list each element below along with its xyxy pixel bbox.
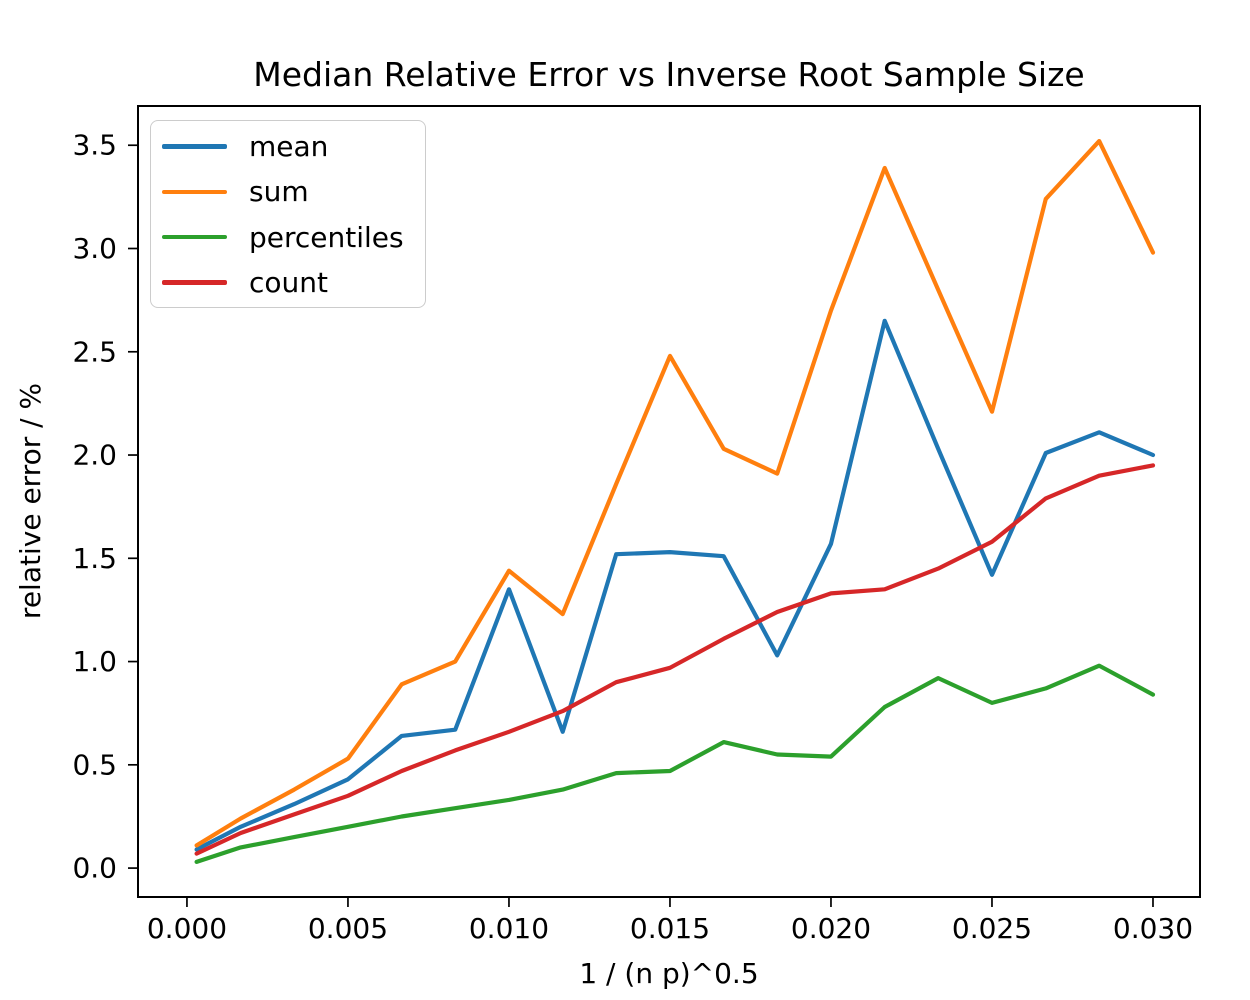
legend-label-sum: sum xyxy=(249,175,309,209)
y-tick-label: 1.0 xyxy=(72,645,117,678)
legend-line-swatch-sum xyxy=(162,189,227,195)
x-tick-label: 0.020 xyxy=(791,912,871,945)
x-tick-label: 0.030 xyxy=(1113,912,1193,945)
legend-item-sum: sum xyxy=(151,169,425,214)
legend-line-swatch-percentiles xyxy=(162,234,227,240)
x-tick-label: 0.005 xyxy=(308,912,388,945)
series-line-mean xyxy=(194,318,1156,852)
y-tick-label: 3.5 xyxy=(72,129,117,162)
legend-label-percentiles: percentiles xyxy=(249,220,404,254)
series-line-percentiles xyxy=(194,663,1156,865)
legend: mean sum percentiles count xyxy=(150,120,426,308)
legend-label-count: count xyxy=(249,265,328,299)
y-tick-label: 1.5 xyxy=(72,542,117,575)
legend-line-swatch-count xyxy=(162,280,227,285)
x-tick-label: 0.025 xyxy=(952,912,1032,945)
legend-item-mean: mean xyxy=(151,124,425,169)
x-tick-label: 0.010 xyxy=(469,912,549,945)
y-tick-label: 0.5 xyxy=(72,748,117,781)
legend-line-swatch-mean xyxy=(162,144,227,149)
chart-title: Median Relative Error vs Inverse Root Sa… xyxy=(253,55,1084,94)
y-tick-label: 2.0 xyxy=(72,439,117,472)
legend-item-percentiles: percentiles xyxy=(151,215,425,260)
x-axis-label: 1 / (n p)^0.5 xyxy=(579,957,758,990)
y-tick-label: 0.0 xyxy=(72,852,117,885)
series-line-sum xyxy=(194,139,1156,848)
x-tick-label: 0.015 xyxy=(630,912,710,945)
legend-item-count: count xyxy=(151,260,425,305)
y-tick-label: 3.0 xyxy=(72,232,117,265)
y-axis-label: relative error / % xyxy=(14,383,47,619)
series-line-count xyxy=(194,463,1156,856)
y-tick-label: 2.5 xyxy=(72,335,117,368)
axes-spines xyxy=(137,105,1201,898)
x-tick-label: 0.000 xyxy=(147,912,227,945)
legend-label-mean: mean xyxy=(249,130,329,163)
